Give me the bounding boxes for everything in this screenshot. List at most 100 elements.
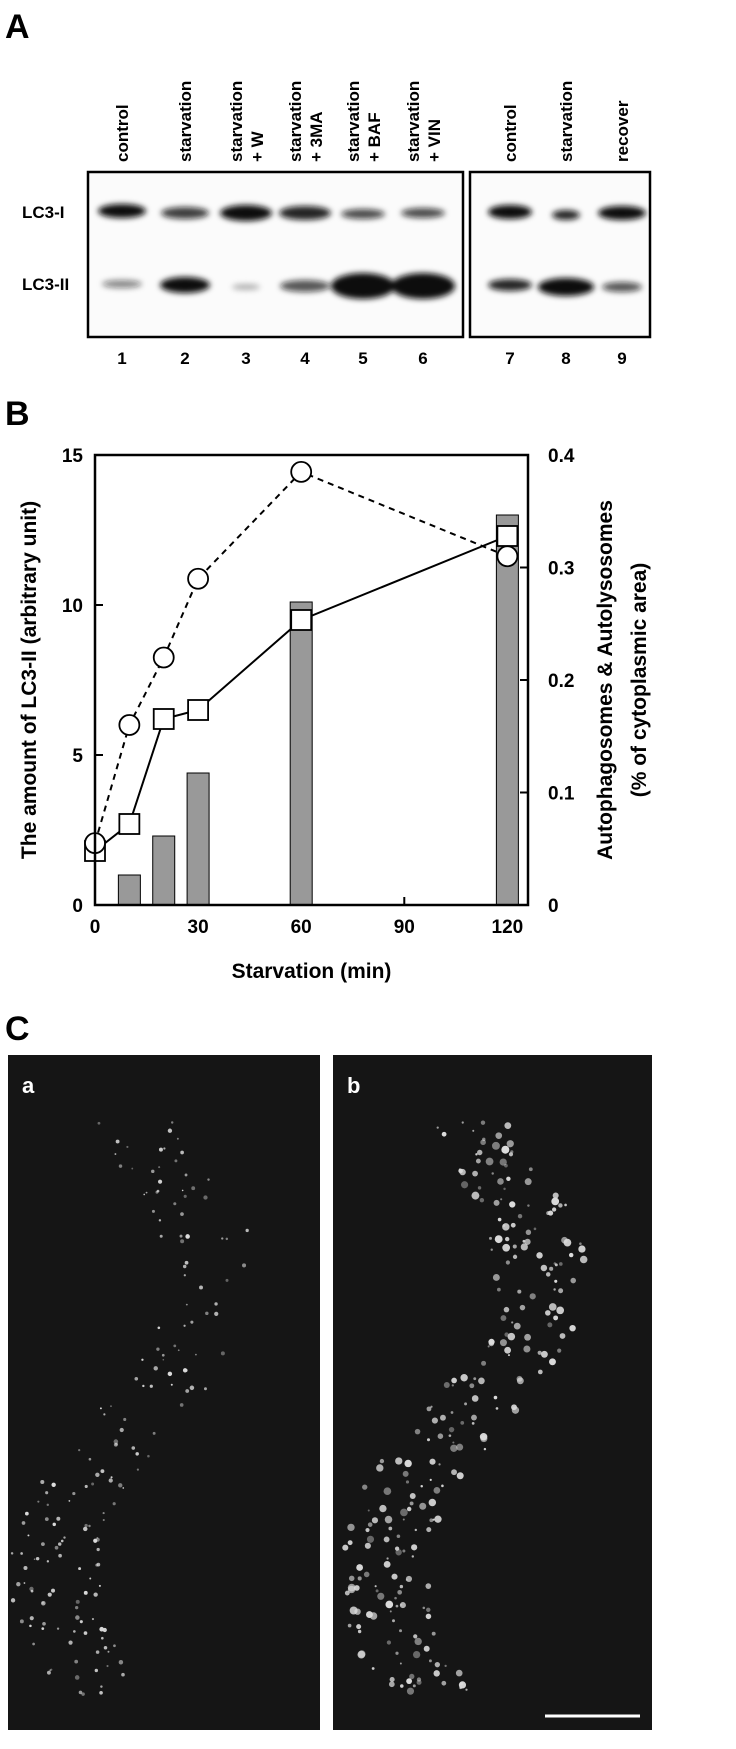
cell-puncta [23,1582,26,1584]
x-tick-label: 90 [394,917,415,938]
cell-puncta [118,1483,123,1488]
cell-puncta [45,1491,49,1495]
cell-puncta [96,1562,101,1567]
cell-puncta [419,1502,427,1510]
cell-puncta [404,1459,412,1468]
lane-number: 7 [505,349,514,368]
cell-puncta [75,1599,80,1604]
cell-puncta [537,1369,543,1375]
cell-puncta [96,1547,100,1552]
cell-puncta [471,1414,477,1421]
cell-puncta [426,1406,432,1412]
cell-puncta [108,1478,113,1483]
cell-puncta [170,1383,173,1386]
cell-puncta [525,1229,532,1235]
cell-puncta [475,1158,481,1164]
cell-puncta [207,1178,210,1181]
cell-puncta [158,1166,161,1169]
x-tick-label: 30 [188,917,209,938]
cell-puncta [68,1640,73,1645]
cell-puncta [547,1210,554,1216]
cell-puncta [504,1332,509,1337]
cell-puncta [179,1403,184,1407]
cell-puncta [78,1567,82,1571]
y2-axis-label: (% of cytoplasmic area) [628,563,651,798]
cell-puncta [547,1322,553,1328]
cell-puncta [406,1687,415,1695]
cell-puncta [459,1686,463,1690]
cell-puncta [414,1428,421,1435]
blot-box [86,170,465,339]
y2-tick-label: 0.3 [548,559,574,580]
marker [118,714,141,736]
cell-puncta [399,1602,406,1609]
cell-puncta [537,1350,542,1355]
cell-puncta [437,1433,444,1439]
cell-puncta [502,1243,511,1252]
cell-puncta [135,1452,139,1456]
lane-label: + BAF [365,112,384,162]
cell-puncta [431,1417,438,1424]
cell-puncta [558,1288,564,1294]
bar [289,601,313,906]
cell-puncta [558,1203,563,1208]
cell-puncta [141,1358,144,1361]
cell-puncta [516,1377,524,1385]
lane-label: starvation [404,81,423,162]
lane-label: control [501,104,520,162]
cell-puncta [136,1468,139,1471]
panel-label: B [5,395,30,433]
cell-puncta [559,1333,566,1339]
cell-puncta [399,1629,402,1633]
marker [187,567,209,590]
cell-puncta [110,1405,112,1408]
cell-puncta [441,1680,447,1686]
cell-puncta [19,1619,24,1624]
cell-puncta [54,1545,59,1550]
cell-puncta [156,1347,160,1351]
lane-label: starvation [227,81,246,162]
cell-puncta [413,1634,418,1639]
cell-puncta [157,1179,163,1184]
cell-puncta [426,1438,431,1442]
line [94,470,508,844]
cell-puncta [558,1262,563,1266]
cell-puncta [176,1137,179,1140]
cell-puncta [523,1345,531,1353]
cell-puncta [423,1645,430,1652]
marker [152,646,175,669]
cell-puncta [83,1590,88,1595]
cell-puncta [91,1482,95,1486]
cell-puncta [414,1637,422,1646]
cell-puncta [429,1458,436,1465]
cell-puncta [383,1560,391,1568]
cell-puncta [388,1681,395,1688]
cell-puncta [377,1592,385,1600]
panel-label: A [5,8,30,46]
cell-puncta [195,1353,197,1356]
lane-number: 6 [418,349,427,368]
micrograph [333,1055,652,1730]
cell-puncta [556,1306,565,1315]
cell-puncta [151,1169,155,1174]
cell-puncta [459,1682,464,1686]
cell-puncta [497,1178,504,1185]
cell-puncta [363,1571,370,1578]
marker [290,609,313,631]
cell-puncta [409,1673,415,1680]
cell-puncta [365,1611,373,1618]
cell-puncta [106,1664,109,1668]
cell-puncta [540,1350,548,1358]
cell-puncta [464,1402,468,1406]
cell-puncta [115,1139,120,1144]
cell-puncta [99,1690,103,1695]
cell-puncta [473,1377,477,1381]
cell-puncta [524,1178,532,1186]
cell-puncta [504,1346,512,1354]
lane-label: recover [613,100,632,162]
cell-puncta [371,1667,375,1670]
cell-puncta [471,1191,480,1200]
cell-puncta [344,1590,350,1596]
cell-puncta [527,1204,530,1207]
cell-puncta [389,1610,392,1613]
